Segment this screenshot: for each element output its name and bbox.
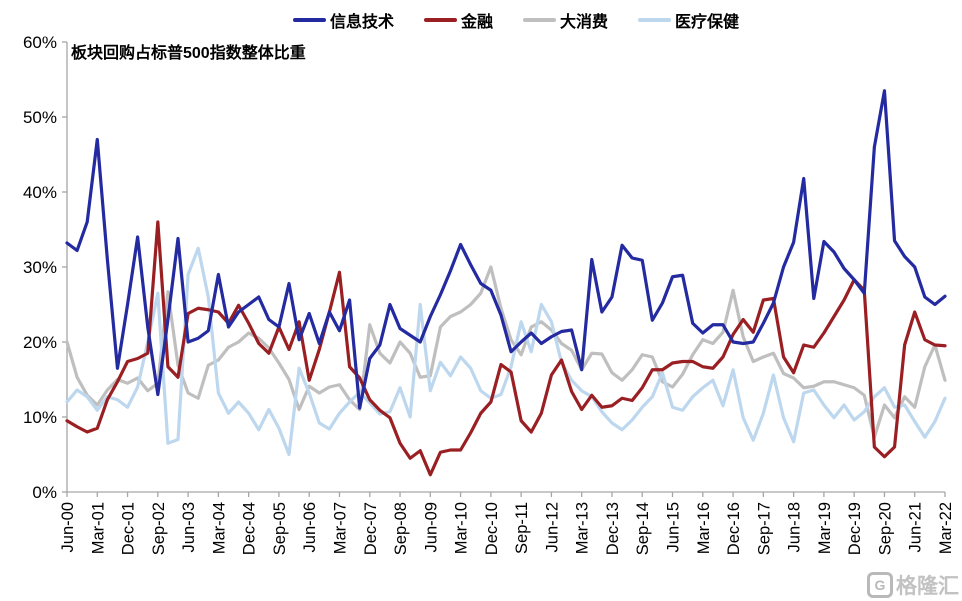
legend-line-swatch-it (292, 18, 326, 22)
x-axis-label: Mar-10 (453, 502, 471, 554)
x-axis-label: Mar-07 (331, 502, 349, 554)
x-axis-label: Sep-17 (755, 502, 773, 555)
chart-title: 板块回购占标普500指数整体比重 (71, 45, 306, 62)
x-axis-label: Sep-08 (392, 502, 410, 555)
x-axis-label: Jun-06 (301, 502, 319, 552)
series-line-金融 (65, 220, 947, 477)
x-axis-label: Jun-09 (422, 502, 440, 552)
x-axis-label: Mar-16 (695, 502, 713, 554)
legend-label-healthcare: 医疗保健 (675, 14, 740, 31)
x-axis-label: Sep-05 (271, 502, 289, 555)
x-axis-label: Jun-03 (180, 502, 198, 552)
watermark-logo-icon: G (867, 572, 893, 598)
axis-labels: 0% 10% 20% 30% 40% 50% 60% Jun-00 Mar-01 Dec-01 Se… (23, 33, 955, 555)
x-axis-label: Dec-19 (846, 502, 864, 555)
x-axis-label: Mar-19 (816, 502, 834, 554)
x-axis-label: Dec-01 (120, 502, 138, 555)
watermark-text: 格隆汇 (896, 575, 959, 598)
x-axis-label: Dec-16 (725, 502, 743, 555)
x-axis-label: Jun-12 (543, 502, 561, 552)
x-axis-label: Mar-01 (89, 502, 107, 554)
x-axis-label: Dec-04 (241, 502, 259, 555)
x-axis-label: Sep-02 (150, 502, 168, 555)
legend-label-consumer: 大消费 (560, 14, 609, 31)
x-axis-label: Mar-13 (574, 502, 592, 554)
legend-item-healthcare: 医疗保健 (638, 8, 739, 32)
legend-line-swatch-consumer (523, 18, 556, 22)
legend-item-consumer: 大消费 (523, 8, 608, 32)
x-axis-label: Sep-14 (634, 502, 652, 555)
x-axis-label: Dec-13 (604, 502, 622, 555)
y-axis-label: 50% (23, 108, 57, 127)
series-line-医疗保健 (65, 246, 947, 457)
legend-line-swatch-healthcare (638, 18, 672, 22)
legend-item-financials: 金融 (423, 8, 493, 32)
x-axis-label: Sep-11 (513, 502, 531, 554)
series-lines (65, 89, 947, 477)
x-axis-label: Sep-20 (876, 502, 894, 555)
x-axis-label: Jun-21 (907, 502, 925, 552)
x-axis-label: Mar-04 (210, 502, 228, 554)
x-axis-label: Dec-10 (483, 502, 501, 555)
watermark: G 格隆汇 (867, 570, 959, 600)
series-line-信息技术 (65, 89, 947, 410)
y-axis-label: 20% (23, 333, 57, 352)
axes (62, 41, 946, 497)
legend-label-financials: 金融 (460, 14, 493, 31)
y-axis-label: 60% (23, 33, 57, 52)
x-axis-label: Dec-07 (362, 502, 380, 555)
x-axis-label: Mar-22 (937, 502, 955, 554)
legend-label-it: 信息技术 (329, 14, 394, 31)
y-axis-label: 10% (23, 408, 57, 427)
legend-line-swatch-financials (423, 18, 457, 22)
legend: 信息技术 金融 大消费 医疗保健 (0, 8, 962, 32)
legend-item-it: 信息技术 (292, 8, 394, 32)
series-line-大消费 (65, 265, 947, 439)
x-axis-label: Jun-18 (786, 502, 804, 552)
y-axis-label: 0% (32, 483, 57, 502)
y-axis-label: 40% (23, 183, 57, 202)
x-axis-label: Jun-15 (665, 502, 683, 552)
y-axis-label: 30% (23, 258, 57, 277)
x-axis-label: Jun-00 (59, 502, 77, 552)
